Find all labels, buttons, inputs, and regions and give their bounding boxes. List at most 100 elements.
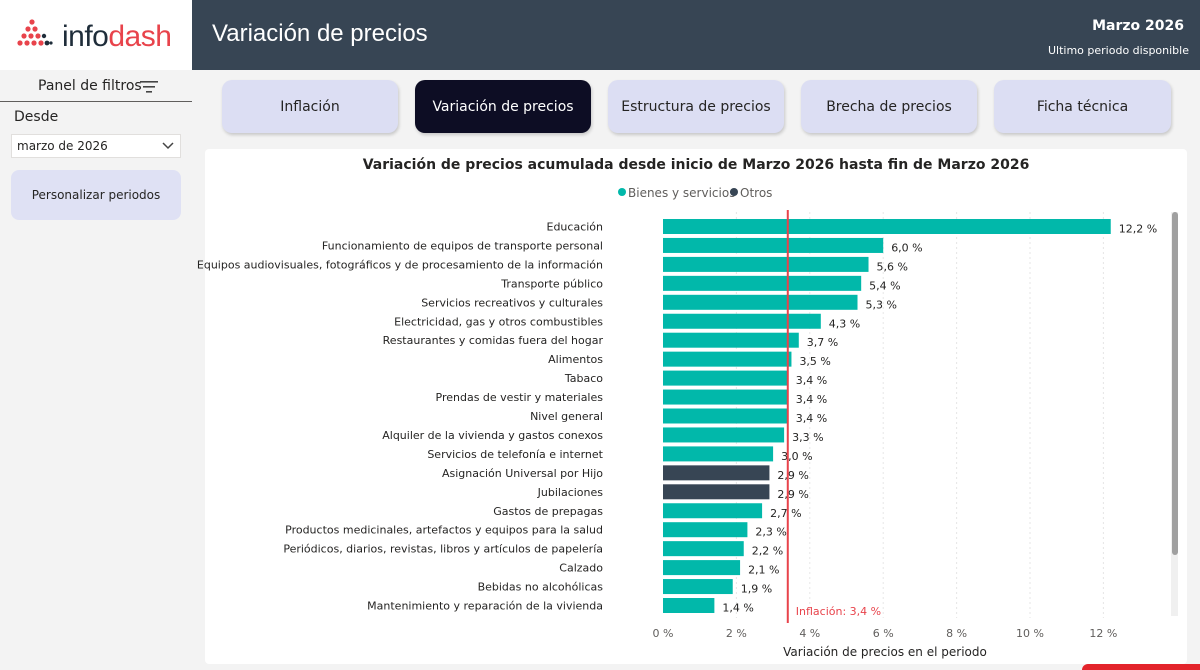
bar xyxy=(663,256,869,272)
data-label: 2,9 % xyxy=(777,469,808,482)
category-label: Calzado xyxy=(559,562,603,575)
bar xyxy=(663,408,788,424)
custom-periods-button[interactable]: Personalizar periodos xyxy=(11,170,181,220)
x-axis-label: Variación de precios en el periodo xyxy=(783,645,987,659)
data-label: 1,9 % xyxy=(741,583,772,596)
bar xyxy=(663,351,792,367)
category-label: Alimentos xyxy=(548,353,603,366)
category-label: Productos medicinales, artefactos y equi… xyxy=(285,524,603,537)
category-label: Asignación Universal por Hijo xyxy=(442,467,603,480)
legend-marker-1 xyxy=(730,188,738,196)
category-label: Servicios recreativos y culturales xyxy=(421,296,603,309)
bar xyxy=(663,465,770,481)
tab-variacion-precios[interactable]: Variación de precios xyxy=(415,80,591,133)
bar xyxy=(663,484,770,500)
chart-title: Variación de precios acumulada desde ini… xyxy=(363,157,1030,173)
bar xyxy=(663,237,884,253)
tab-ficha-tecnica[interactable]: Ficha técnica xyxy=(994,80,1171,133)
chart-scrollbar-thumb[interactable] xyxy=(1172,212,1178,555)
logo-mark-icon xyxy=(17,19,53,46)
data-label: 3,0 % xyxy=(781,450,812,463)
page-title: Variación de precios xyxy=(212,20,428,47)
category-label: Gastos de prepagas xyxy=(493,505,603,518)
page-header: Variación de precios Marzo 2026 Ultimo p… xyxy=(192,0,1200,70)
category-label: Periódicos, diarios, revistas, libros y … xyxy=(283,543,603,556)
bar xyxy=(663,503,763,519)
category-label: Servicios de telefonía e internet xyxy=(427,448,603,461)
bar xyxy=(663,541,744,557)
chevron-down-icon xyxy=(162,142,174,150)
desde-label: Desde xyxy=(14,109,59,125)
tab-estructura-precios[interactable]: Estructura de precios xyxy=(608,80,784,133)
data-label: 2,9 % xyxy=(777,488,808,501)
current-period: Marzo 2026 xyxy=(1092,18,1184,34)
bar xyxy=(663,446,774,462)
category-label: Restaurantes y comidas fuera del hogar xyxy=(383,334,604,347)
tab-inflacion[interactable]: Inflación xyxy=(222,80,398,133)
data-label: 4,3 % xyxy=(829,317,860,330)
x-tick-label: 0 % xyxy=(653,627,674,640)
legend-marker-0 xyxy=(618,188,626,196)
category-label: Bebidas no alcohólicas xyxy=(478,581,604,594)
legend-label-0: Bienes y servicios xyxy=(628,186,735,200)
filter-panel-header: Panel de filtros xyxy=(0,70,192,102)
data-label: 12,2 % xyxy=(1119,223,1157,236)
category-label: Educación xyxy=(547,221,604,234)
data-label: 2,7 % xyxy=(770,507,801,520)
category-label: Prendas de vestir y materiales xyxy=(436,391,604,404)
category-label: Transporte público xyxy=(500,277,603,290)
data-label: 3,7 % xyxy=(807,336,838,349)
bar xyxy=(663,427,785,443)
bar xyxy=(663,522,748,538)
x-tick-label: 2 % xyxy=(726,627,747,640)
data-label: 1,4 % xyxy=(722,602,753,615)
category-label: Tabaco xyxy=(564,372,603,385)
bar xyxy=(663,560,741,576)
x-tick-label: 12 % xyxy=(1089,627,1117,640)
logo-wordmark: infodash xyxy=(62,19,172,55)
category-label: Mantenimiento y reparación de la viviend… xyxy=(367,600,603,613)
bar xyxy=(663,579,733,595)
data-label: 3,5 % xyxy=(799,355,830,368)
category-label: Funcionamiento de equipos de transporte … xyxy=(322,239,603,252)
x-tick-label: 10 % xyxy=(1016,627,1044,640)
x-tick-label: 6 % xyxy=(873,627,894,640)
tab-brecha-precios[interactable]: Brecha de precios xyxy=(801,80,977,133)
bar xyxy=(663,219,1111,234)
logo-text-info: info xyxy=(62,20,109,53)
category-label: Alquiler de la vivienda y gastos conexos xyxy=(382,429,603,442)
data-label: 2,3 % xyxy=(755,526,786,539)
data-label: 2,2 % xyxy=(752,545,783,558)
current-period-note: Ultimo periodo disponible xyxy=(1047,44,1189,57)
data-label: 2,1 % xyxy=(748,564,779,577)
x-tick-label: 4 % xyxy=(799,627,820,640)
data-label: 3,4 % xyxy=(796,393,827,406)
data-label: 5,3 % xyxy=(866,298,897,311)
inflation-reference-label: Inflación: 3,4 % xyxy=(796,605,881,618)
bar xyxy=(663,332,799,348)
x-tick-label: 8 % xyxy=(946,627,967,640)
chart-card xyxy=(205,149,1187,664)
category-label: Electricidad, gas y otros combustibles xyxy=(394,315,603,328)
legend-label-1: Otros xyxy=(740,186,772,200)
period-dropdown[interactable]: marzo de 2026 xyxy=(11,134,181,158)
bar xyxy=(663,275,862,291)
bar xyxy=(663,598,715,613)
category-label: Jubilaciones xyxy=(537,486,604,499)
data-label: 6,0 % xyxy=(891,241,922,254)
filter-icon[interactable] xyxy=(140,80,158,94)
data-label: 3,4 % xyxy=(796,412,827,425)
data-label: 3,3 % xyxy=(792,431,823,444)
sidebar: infodash Panel de filtros Desde marzo de… xyxy=(0,0,192,670)
category-label: Equipos audiovisuales, fotográficos y de… xyxy=(197,258,603,271)
bar xyxy=(663,389,788,405)
filter-panel-title: Panel de filtros xyxy=(38,78,142,94)
corner-accent xyxy=(1082,664,1200,670)
data-label: 5,4 % xyxy=(869,279,900,292)
period-dropdown-value: marzo de 2026 xyxy=(17,139,108,153)
category-label: Nivel general xyxy=(530,410,603,423)
logo: infodash xyxy=(0,0,192,70)
bar xyxy=(663,313,821,329)
logo-text-dash: dash xyxy=(108,20,172,53)
